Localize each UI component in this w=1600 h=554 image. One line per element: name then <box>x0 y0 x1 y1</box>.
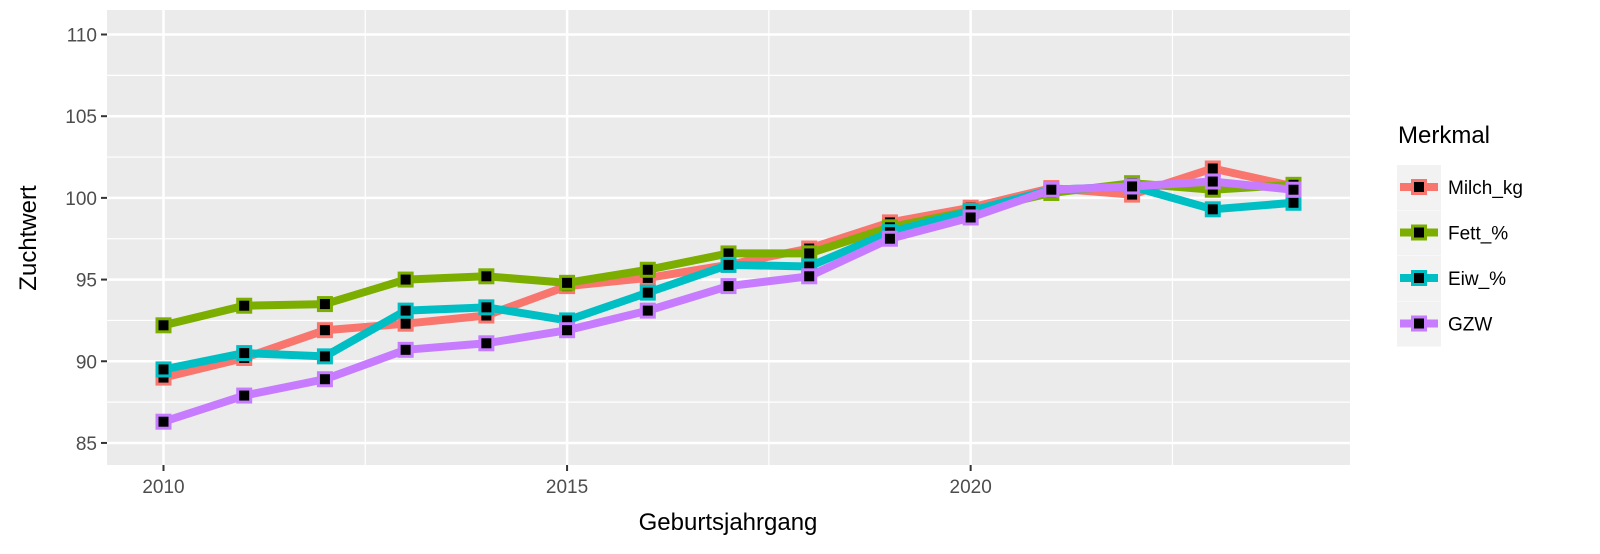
data-point <box>1046 184 1057 195</box>
data-point <box>562 277 573 288</box>
y-tick-label: 105 <box>65 107 97 128</box>
legend-key-point <box>1414 227 1424 238</box>
data-point <box>158 416 169 427</box>
legend-title: Merkmal <box>1398 122 1490 149</box>
data-point <box>400 305 411 316</box>
data-point <box>481 302 492 313</box>
data-point <box>562 325 573 336</box>
data-point <box>1207 184 1218 195</box>
x-tick-label: 2020 <box>950 477 992 498</box>
data-point <box>1288 197 1299 208</box>
legend-label: Milch_kg <box>1448 178 1523 199</box>
y-tick-label: 100 <box>65 189 97 210</box>
data-point <box>562 315 573 326</box>
y-tick-label: 90 <box>76 352 97 373</box>
x-tick-label: 2010 <box>142 477 184 498</box>
data-point <box>239 390 250 401</box>
legend-label: Eiw_% <box>1448 269 1506 290</box>
data-point <box>1127 189 1138 200</box>
data-point <box>884 233 895 244</box>
data-point <box>804 271 815 282</box>
data-point <box>239 300 250 311</box>
data-point <box>965 212 976 223</box>
legend-key-point <box>1414 318 1424 329</box>
data-point <box>642 272 653 283</box>
data-point <box>481 310 492 321</box>
data-point <box>158 320 169 331</box>
data-point <box>1288 184 1299 195</box>
data-point <box>481 271 492 282</box>
y-axis-title: Zuchtwert <box>15 185 42 291</box>
y-tick-label: 110 <box>67 26 97 47</box>
data-point <box>804 248 815 259</box>
data-point <box>804 261 815 272</box>
legend-key-point <box>1414 182 1424 192</box>
data-point <box>158 364 169 375</box>
y-tick-label: 85 <box>76 434 97 455</box>
plot-panel <box>107 10 1350 465</box>
data-point <box>319 325 330 336</box>
data-point <box>158 372 169 383</box>
data-point <box>723 248 734 259</box>
data-point <box>400 344 411 355</box>
data-point <box>642 305 653 316</box>
data-point <box>723 259 734 270</box>
x-axis-title: Geburtsjahrgang <box>639 509 818 536</box>
data-point <box>723 281 734 292</box>
data-point <box>1127 181 1138 192</box>
data-point <box>1207 163 1218 174</box>
data-point <box>1207 204 1218 215</box>
y-tick-label: 95 <box>76 271 97 292</box>
data-point <box>400 318 411 329</box>
x-tick-label: 2015 <box>546 477 588 498</box>
data-point <box>642 264 653 275</box>
data-point <box>1207 176 1218 187</box>
data-point <box>319 299 330 310</box>
legend-key-point <box>1414 273 1424 283</box>
data-point <box>481 338 492 349</box>
data-point <box>319 351 330 362</box>
data-point <box>239 348 250 359</box>
legend-label: GZW <box>1448 315 1492 336</box>
data-point <box>400 274 411 285</box>
legend: Milch_kg Fett_% Eiw_% GZW <box>1397 165 1523 347</box>
data-point <box>319 374 330 385</box>
data-point <box>642 287 653 298</box>
legend-label: Fett_% <box>1448 224 1508 245</box>
